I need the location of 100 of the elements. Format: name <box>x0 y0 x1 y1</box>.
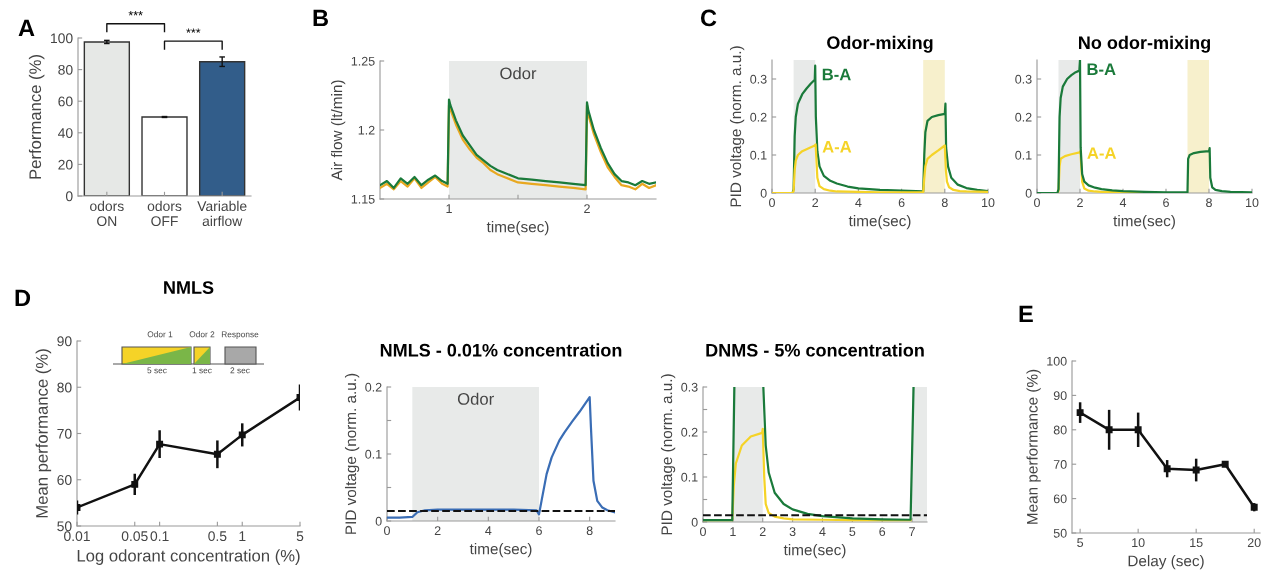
y-tick-label: 0.1 <box>681 472 698 482</box>
x-axis-title: Delay (sec) <box>1128 555 1204 570</box>
text: B <box>313 9 328 27</box>
x-tick-label: 8 <box>586 526 593 536</box>
text: D <box>15 289 31 307</box>
x-tick-label: 5 <box>296 531 304 542</box>
chart-title: NMLS <box>164 281 214 294</box>
x-tick-label: 0 <box>1034 198 1040 208</box>
y-tick-label: 80 <box>1053 425 1067 435</box>
y-tick-label: 0.3 <box>750 74 767 84</box>
y-tick-label: 60 <box>57 475 72 485</box>
x-tick-label: 1 <box>446 204 452 213</box>
x-tick-label: 5 <box>1077 538 1084 548</box>
x-tick-label: 6 <box>536 526 542 536</box>
y-tick-label: 0 <box>1025 188 1032 198</box>
x-tick-label: 0.1 <box>150 531 169 542</box>
x-tick-label: 0 <box>769 198 775 208</box>
x-axis-title: time(sec) <box>486 221 549 236</box>
y-tick-label: 20 <box>58 159 73 170</box>
y-axis-title: Mean performance (%) <box>35 349 52 518</box>
text: *** <box>128 11 143 16</box>
x-axis-title: time(sec) <box>469 543 532 558</box>
x-tick-label: 8 <box>1206 198 1212 208</box>
text: *** <box>186 28 201 33</box>
x-tick-label: 4 <box>1119 198 1127 207</box>
y-tick-label: 0.1 <box>750 150 767 160</box>
x-tick-label: 0 <box>700 527 706 537</box>
y-tick-label: 0.2 <box>365 382 382 392</box>
y-tick-label: 80 <box>57 382 72 393</box>
band-label: Odor <box>457 392 494 405</box>
y-tick-label: 1.25 <box>351 56 375 66</box>
chart-title: No odor-mixing <box>1079 35 1210 53</box>
text: E <box>1019 305 1033 323</box>
x-tick-label: 6 <box>898 198 905 208</box>
x-tick-label: 2 <box>434 526 441 535</box>
x-tick-label: 6 <box>879 527 886 537</box>
annotation: 2 sec <box>230 367 250 374</box>
x-tick-label: 0 <box>384 526 390 536</box>
y-tick-label: 0 <box>375 516 382 526</box>
x-tick-label: 7 <box>909 527 915 536</box>
y-tick-label: 0.2 <box>750 112 767 122</box>
annotation: 1 sec <box>192 367 212 374</box>
x-axis-title: time(sec) <box>1113 215 1175 230</box>
x-tick-label: 20 <box>1247 538 1261 548</box>
annotation: 5 sec <box>147 367 167 374</box>
x-tick-label: 0.01 <box>64 531 90 542</box>
series-label: B-A <box>822 68 851 81</box>
x-tick-label: 15 <box>1190 538 1203 548</box>
x-axis-title: Log odorant concentration (%) <box>77 549 300 565</box>
y-tick-label: 0.3 <box>1015 74 1032 84</box>
y-axis-title: Performance (%) <box>28 55 45 179</box>
chart-title: Odor-mixing <box>827 35 933 53</box>
y-tick-label: 100 <box>1047 356 1067 366</box>
x-tick-label: 8 <box>941 198 948 208</box>
x-tick-label: 1 <box>239 531 246 541</box>
x-tick-label: odors ON <box>90 200 124 227</box>
y-tick-label: 0.1 <box>1015 150 1032 160</box>
x-tick-label: 0.05 <box>121 531 148 542</box>
y-axis-title: PID voltage (norm. a.u.) <box>344 373 360 534</box>
x-axis-title: time(sec) <box>783 544 846 559</box>
text: Odor 1 <box>147 331 173 338</box>
x-tick-label: 10 <box>1132 538 1145 548</box>
y-tick-label: 0.1 <box>365 449 382 459</box>
text: C <box>700 9 717 27</box>
y-tick-label: 50 <box>57 521 72 532</box>
x-tick-label: 10 <box>982 198 995 208</box>
y-axis-title: PID voltage (norm. a.u.) <box>729 46 745 207</box>
y-tick-label: 60 <box>1053 494 1067 504</box>
chart-title: NMLS - 0.01% concentration <box>380 343 622 357</box>
y-tick-label: 90 <box>1053 391 1067 401</box>
y-tick-label: 1.15 <box>351 194 375 204</box>
x-tick-label: odors OFF <box>147 200 182 227</box>
y-tick-label: 70 <box>57 428 72 439</box>
x-tick-label: 1 <box>730 527 736 536</box>
y-tick-label: 100 <box>51 33 73 44</box>
x-tick-label: 3 <box>789 527 796 537</box>
x-tick-label: 4 <box>485 526 492 535</box>
y-tick-label: 40 <box>58 128 73 138</box>
y-tick-label: 50 <box>1053 528 1067 538</box>
x-tick-label: 4 <box>855 198 862 207</box>
x-tick-label: 2 <box>584 204 590 213</box>
x-tick-label: 5 <box>849 527 856 537</box>
series-label: A-A <box>1087 147 1117 159</box>
band-label: Odor <box>500 67 537 80</box>
x-tick-label: Variable airflow <box>197 200 247 227</box>
chart-title: DNMS - 5% concentration <box>706 343 924 357</box>
y-axis-title: Mean performance (%) <box>1026 369 1041 524</box>
y-tick-label: 0.2 <box>1015 112 1032 122</box>
text: A <box>18 19 35 37</box>
y-tick-label: 1.2 <box>358 125 375 135</box>
y-axis-title: PID voltage (norm. a.u.) <box>660 374 676 535</box>
x-tick-label: 2 <box>1077 198 1083 207</box>
text: Response <box>221 331 259 339</box>
y-tick-label: 80 <box>58 64 73 75</box>
text: Odor 2 <box>189 331 215 338</box>
x-tick-label: 0.5 <box>208 531 227 542</box>
x-tick-label: 10 <box>1246 198 1259 208</box>
y-tick-label: 60 <box>58 96 73 107</box>
x-axis-title: time(sec) <box>848 215 911 230</box>
y-axis-title: Air flow (lt/min) <box>331 80 346 181</box>
